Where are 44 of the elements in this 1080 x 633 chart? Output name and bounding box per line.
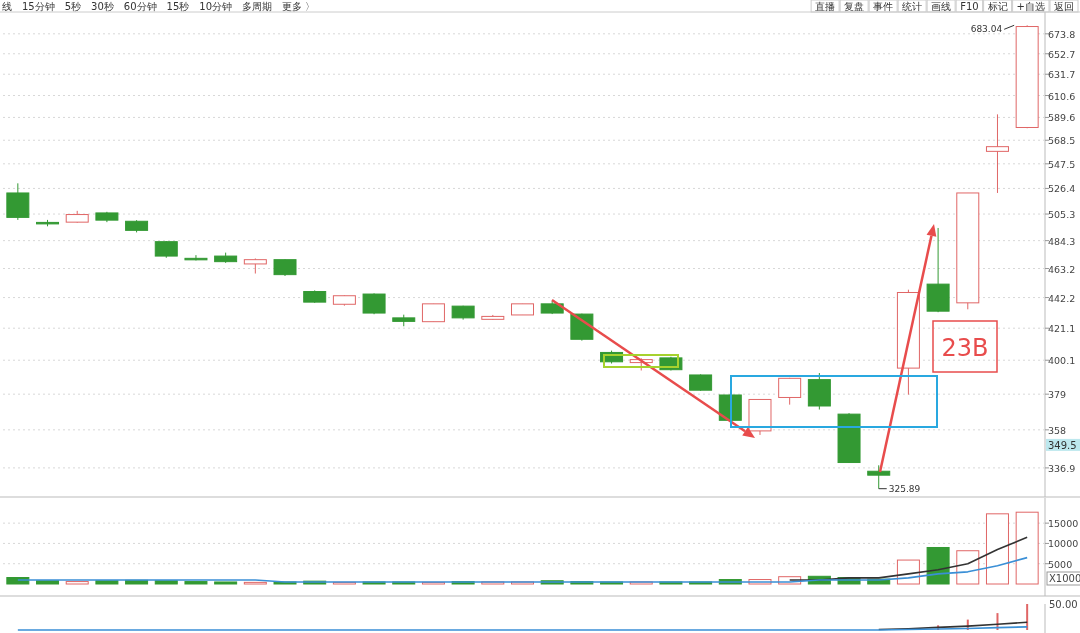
y-tick-label: 484.3 xyxy=(1048,235,1076,247)
text: 50.00 xyxy=(1049,599,1078,610)
y-tick-label: 526.4 xyxy=(1048,183,1076,195)
text: 复盘 xyxy=(844,1,865,12)
y-tick-label: 610.6 xyxy=(1048,90,1076,102)
text: 10分钟 xyxy=(199,1,233,12)
y-tick-label: 463.2 xyxy=(1048,263,1076,275)
y-tick-label: 10000 xyxy=(1048,538,1079,550)
text: 线 xyxy=(2,1,12,12)
text: 60分钟 xyxy=(123,1,157,12)
y-tick-label: 442.2 xyxy=(1048,292,1076,304)
y-tick-label: 379 xyxy=(1048,389,1067,401)
text: F10 xyxy=(960,1,979,12)
y-tick-label: 652.7 xyxy=(1048,48,1076,60)
text: 15秒 xyxy=(166,1,190,12)
y-tick-label: 5000 xyxy=(1048,558,1073,570)
text: 30秒 xyxy=(91,1,114,12)
y-tick-label: 336.9 xyxy=(1048,462,1076,474)
y-tick-label: 631.7 xyxy=(1048,69,1076,81)
text: 返回 xyxy=(1054,1,1074,12)
y-tick-label: 15000 xyxy=(1048,518,1079,530)
y-tick-label: 547.5 xyxy=(1048,158,1076,170)
y-tick-label: 505.3 xyxy=(1048,209,1076,221)
text: 画线 xyxy=(931,1,952,12)
annotation: 349.5 xyxy=(1048,439,1077,451)
text: 多周期 xyxy=(242,1,273,12)
y-tick-label: 589.6 xyxy=(1048,112,1076,124)
annotation: 325.89 xyxy=(888,483,921,494)
text: 标记 xyxy=(986,1,1008,12)
y-tick-label: 400.1 xyxy=(1048,355,1076,367)
text: 事件 xyxy=(873,1,894,12)
annotation: 23B xyxy=(941,334,989,362)
text: +自选 xyxy=(1016,1,1045,12)
y-tick-label: 673.8 xyxy=(1048,28,1076,40)
text: 直播 xyxy=(815,1,836,12)
text: X1000 xyxy=(1049,573,1080,584)
y-tick-label: 421.1 xyxy=(1048,323,1076,335)
y-tick-label: 568.5 xyxy=(1048,135,1076,147)
annotation: 683.04 xyxy=(970,24,1003,35)
text: 15分钟 xyxy=(22,1,55,12)
y-tick-label: 358 xyxy=(1048,424,1067,436)
text: 5秒 xyxy=(64,1,82,12)
text: 更多 〉 xyxy=(282,1,316,12)
text: 统计 xyxy=(902,1,923,12)
